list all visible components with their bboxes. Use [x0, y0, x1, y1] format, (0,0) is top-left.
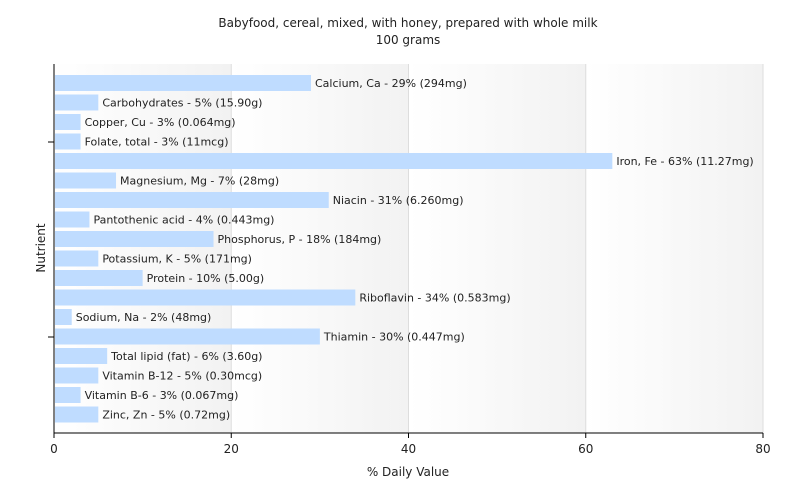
- x-axis-label: % Daily Value: [367, 465, 449, 479]
- bar: [55, 192, 329, 208]
- bar: [55, 153, 613, 169]
- bar: [55, 94, 99, 111]
- bar: [55, 348, 108, 364]
- bar-label: Iron, Fe - 63% (11.27mg): [616, 155, 753, 168]
- bar-label: Phosphorus, P - 18% (184mg): [218, 233, 382, 246]
- bar-label: Vitamin B-6 - 3% (0.067mg): [85, 389, 239, 402]
- chart-subtitle: 100 grams: [376, 33, 441, 47]
- bar: [55, 231, 214, 247]
- bar-label: Potassium, K - 5% (171mg): [102, 253, 252, 266]
- bar-label: Carbohydrates - 5% (15.90g): [102, 97, 262, 110]
- bar-label: Thiamin - 30% (0.447mg): [323, 331, 465, 344]
- grid-lines: [230, 64, 764, 433]
- bar-label: Vitamin B-12 - 5% (0.30mcg): [102, 370, 262, 383]
- bar: [55, 250, 99, 267]
- x-tick-label: 40: [401, 442, 416, 456]
- bar: [55, 211, 90, 228]
- bar: [55, 328, 320, 345]
- bar: [55, 309, 72, 325]
- bar: [55, 172, 117, 189]
- bar-label: Pantothenic acid - 4% (0.443mg): [93, 214, 274, 227]
- plot-background: [54, 64, 763, 433]
- bar: [55, 75, 312, 91]
- x-tick-label: 80: [755, 442, 770, 456]
- bar-label: Copper, Cu - 3% (0.064mg): [85, 116, 236, 129]
- plot-band: [585, 64, 763, 433]
- bars: Calcium, Ca - 29% (294mg) Carbohydrates -…: [55, 75, 754, 423]
- bar: [55, 289, 356, 306]
- x-ticks: 0 20 40 60 80: [50, 433, 771, 456]
- chart-title: Babyfood, cereal, mixed, with honey, pre…: [218, 16, 597, 30]
- bar: [55, 133, 81, 150]
- bar: [55, 114, 81, 130]
- bar: [55, 387, 81, 403]
- bar: [55, 406, 99, 423]
- bar-label: Zinc, Zn - 5% (0.72mg): [102, 409, 230, 422]
- bar-label: Sodium, Na - 2% (48mg): [76, 311, 212, 324]
- plot-band: [408, 64, 586, 433]
- x-tick-label: 20: [224, 442, 239, 456]
- x-tick-label: 0: [50, 442, 58, 456]
- bar-label: Folate, total - 3% (11mcg): [85, 136, 229, 149]
- bar-label: Riboflavin - 34% (0.583mg): [359, 292, 510, 305]
- bar-label: Magnesium, Mg - 7% (28mg): [120, 175, 279, 188]
- bar: [55, 270, 143, 286]
- bar-label: Calcium, Ca - 29% (294mg): [315, 77, 467, 90]
- bar-label: Protein - 10% (5.00g): [147, 272, 265, 285]
- plot-band: [231, 64, 409, 433]
- bar: [55, 367, 99, 384]
- y-axis-label: Nutrient: [34, 223, 48, 273]
- bar-label: Niacin - 31% (6.260mg): [333, 194, 464, 207]
- bar-label: Total lipid (fat) - 6% (3.60g): [110, 350, 262, 363]
- x-tick-label: 60: [578, 442, 593, 456]
